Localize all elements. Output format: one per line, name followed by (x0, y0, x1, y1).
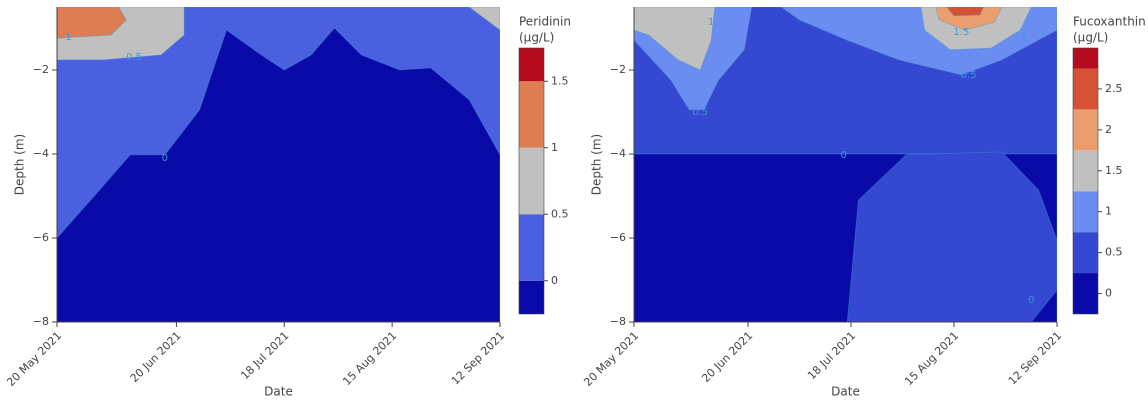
contour-region (468, 7, 500, 31)
contour-label: 0.5 (692, 107, 708, 118)
x-tick-label: 20 May 2021 (581, 329, 641, 389)
colorbar-band (519, 81, 544, 148)
y-tick-label: −8 (33, 315, 49, 328)
colorbar-band (1073, 191, 1098, 233)
colorbar-band (519, 214, 544, 281)
colorbar-tick-label: 0 (551, 274, 558, 287)
x-tick-label: 18 Jul 2021 (238, 329, 291, 382)
x-tick-label: 20 May 2021 (4, 329, 64, 389)
contour-label: 0 (1028, 295, 1034, 306)
x-tick-label: 18 Jul 2021 (805, 329, 858, 382)
colorbar-tick-label: 0.5 (1105, 246, 1123, 259)
regions (57, 7, 500, 322)
y-tick-label: −4 (610, 147, 626, 160)
y-tick-label: −8 (610, 315, 626, 328)
colorbar-band (1073, 109, 1098, 151)
contour-region (634, 7, 716, 71)
plot-area (634, 7, 1057, 322)
contour-region (846, 151, 1057, 322)
colorbar-title: Fucoxanthin (1073, 15, 1146, 29)
contour-region (946, 7, 984, 17)
x-tick-label: 15 Aug 2021 (902, 329, 961, 388)
y-tick-label: −2 (33, 63, 49, 76)
contour-label: 1 (65, 32, 71, 43)
contour-label: 0 (840, 150, 846, 161)
colorbar-frame (518, 47, 545, 315)
colorbar-tick-label: 0 (1105, 287, 1112, 300)
colorbar-title: (μg/L) (519, 31, 554, 45)
x-tick-label: 15 Aug 2021 (340, 329, 399, 388)
y-axis-title: Depth (m) (13, 134, 27, 195)
colorbar-frame (1072, 47, 1099, 315)
y-tick-label: −6 (33, 231, 49, 244)
contour-region (57, 7, 127, 39)
y-axis-title: Depth (m) (590, 134, 604, 195)
x-tick-label: 20 Jun 2021 (128, 329, 184, 385)
colorbar-band (519, 280, 544, 314)
contour-label: 0.5 (126, 52, 142, 63)
contour-label: 0.5 (961, 70, 977, 81)
colorbar-tick-label: 2 (1105, 123, 1112, 136)
colorbar-tick-label: 0.5 (551, 207, 569, 220)
colorbar-band (1073, 150, 1098, 192)
y-tick-label: −2 (610, 63, 626, 76)
contour-label: 1.5 (953, 27, 969, 38)
y-tick-label: −6 (610, 231, 626, 244)
x-tick-label: 20 Jun 2021 (699, 329, 755, 385)
plot-area (57, 7, 500, 322)
colorbar-band (519, 147, 544, 215)
colorbar-tick-label: 1.5 (551, 74, 569, 87)
contour-label: 1 (708, 17, 714, 28)
colorbar-band (1073, 68, 1098, 110)
x-tick-label: 12 Sep 2021 (449, 329, 507, 387)
colorbar-tick-label: 2.5 (1105, 82, 1123, 95)
colorbar-band (1073, 232, 1098, 274)
x-axis-title: Date (264, 385, 293, 399)
regions (634, 7, 1057, 322)
colorbar-tick-label: 1 (1105, 205, 1112, 218)
colorbar-title: (μg/L) (1073, 31, 1108, 45)
colorbar-band (519, 48, 544, 82)
y-tick-label: −4 (33, 147, 49, 160)
colorbar-tick-label: 1 (551, 141, 558, 154)
colorbar-tick-label: 1.5 (1105, 164, 1123, 177)
colorbar-title: Peridinin (519, 15, 571, 29)
contour-label: 0 (162, 153, 168, 164)
colorbar-band (1073, 48, 1098, 69)
contour-label: 1 (1021, 33, 1027, 44)
colorbar-band (1073, 273, 1098, 314)
x-axis-title: Date (831, 385, 860, 399)
contour-region (57, 27, 500, 322)
x-tick-label: 12 Sep 2021 (1006, 329, 1064, 387)
